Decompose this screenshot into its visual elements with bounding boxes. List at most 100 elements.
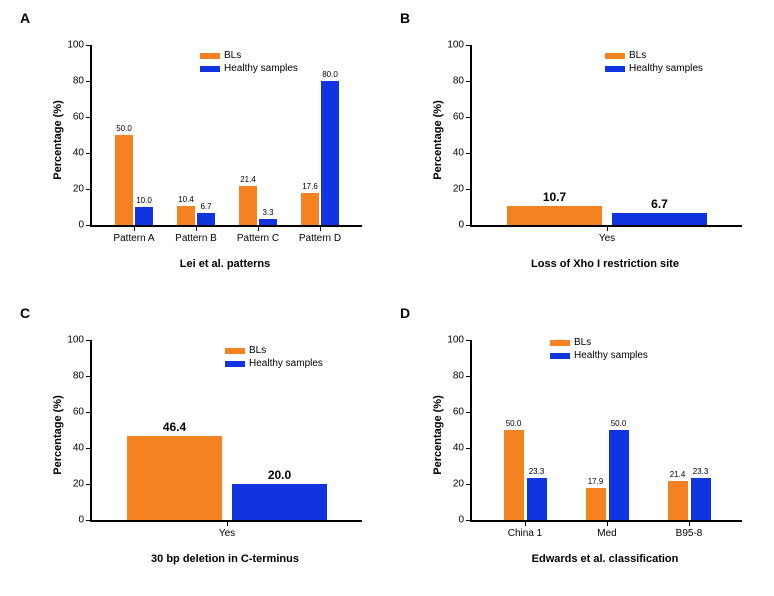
ytick-label: 60 (453, 112, 464, 123)
bar-value-label: 46.4 (163, 420, 186, 434)
ytick (86, 153, 92, 154)
ytick (86, 45, 92, 46)
bar-bls (177, 206, 195, 225)
panel-a: A BLs Healthy samples Percentage (%) 020… (20, 10, 380, 290)
ytick (466, 484, 472, 485)
bar-healthy (691, 478, 711, 520)
bar-bls (668, 481, 688, 520)
ytick (466, 376, 472, 377)
xtick-label: Yes (599, 233, 615, 244)
ytick-label: 60 (453, 407, 464, 418)
bar-value-label: 21.4 (240, 175, 256, 184)
ytick-label: 0 (78, 515, 84, 526)
ytick (466, 117, 472, 118)
bar-healthy (135, 207, 153, 225)
panel-a-chart: 020406080100Pattern A50.010.0Pattern B10… (90, 45, 362, 227)
ytick (466, 225, 472, 226)
ytick-label: 80 (453, 371, 464, 382)
ytick-label: 0 (78, 220, 84, 231)
ytick-label: 0 (458, 220, 464, 231)
panel-d: D BLs Healthy samples Percentage (%) 020… (400, 305, 760, 590)
panel-c-xlabel: 30 bp deletion in C-terminus (151, 553, 299, 565)
bar-healthy (197, 213, 215, 225)
panel-b-xlabel: Loss of Xho I restriction site (531, 258, 679, 270)
bar-healthy (527, 478, 547, 520)
ytick (466, 412, 472, 413)
ytick (466, 340, 472, 341)
ytick (86, 81, 92, 82)
bar-bls (507, 206, 602, 225)
bar-bls (239, 186, 257, 225)
xtick (525, 520, 526, 526)
ytick-label: 80 (453, 76, 464, 87)
ytick (86, 448, 92, 449)
xtick (607, 520, 608, 526)
xtick-label: Pattern A (113, 233, 154, 244)
xtick (196, 225, 197, 231)
xtick-label: Pattern B (175, 233, 217, 244)
bar-value-label: 20.0 (268, 468, 291, 482)
bar-healthy (232, 484, 327, 520)
panel-d-xlabel: Edwards et al. classification (532, 553, 679, 565)
ytick-label: 40 (73, 443, 84, 454)
bar-healthy (612, 213, 707, 225)
ytick (86, 189, 92, 190)
ytick (86, 520, 92, 521)
bar-bls (127, 436, 222, 520)
xtick (134, 225, 135, 231)
ytick (466, 520, 472, 521)
xtick (258, 225, 259, 231)
ytick (466, 45, 472, 46)
panel-d-label: D (400, 305, 410, 321)
panel-d-ylabel: Percentage (%) (432, 395, 444, 474)
panel-b: B BLs Healthy samples Percentage (%) 020… (400, 10, 760, 290)
ytick-label: 80 (73, 76, 84, 87)
bar-bls (586, 488, 606, 520)
xtick-label: Pattern D (299, 233, 341, 244)
bar-healthy (259, 219, 277, 225)
bar-healthy (321, 81, 339, 225)
xtick-label: Pattern C (237, 233, 279, 244)
ytick (86, 484, 92, 485)
ytick (86, 340, 92, 341)
ytick (86, 117, 92, 118)
bar-value-label: 17.6 (302, 182, 318, 191)
panel-d-chart: 020406080100China 150.023.3Med17.950.0B9… (470, 340, 742, 522)
bar-value-label: 50.0 (611, 419, 627, 428)
ytick-label: 20 (453, 479, 464, 490)
bar-value-label: 6.7 (200, 202, 211, 211)
xtick-label: Yes (219, 528, 235, 539)
ytick-label: 40 (73, 148, 84, 159)
bar-bls (301, 193, 319, 225)
ytick-label: 80 (73, 371, 84, 382)
ytick-label: 40 (453, 443, 464, 454)
ytick-label: 100 (67, 335, 84, 346)
xtick-label: China 1 (508, 528, 542, 539)
bar-value-label: 10.4 (178, 195, 194, 204)
panel-c-label: C (20, 305, 30, 321)
ytick-label: 100 (67, 40, 84, 51)
bar-value-label: 80.0 (322, 70, 338, 79)
ytick (466, 81, 472, 82)
ytick-label: 60 (73, 407, 84, 418)
ytick-label: 20 (73, 479, 84, 490)
panel-b-label: B (400, 10, 410, 26)
bar-value-label: 17.9 (588, 477, 604, 486)
bar-value-label: 10.0 (136, 196, 152, 205)
ytick-label: 100 (447, 40, 464, 51)
xtick (227, 520, 228, 526)
ytick (466, 448, 472, 449)
panel-c-chart: 020406080100Yes46.420.0 (90, 340, 362, 522)
ytick (86, 376, 92, 377)
bar-value-label: 23.3 (693, 467, 709, 476)
panel-b-chart: 020406080100Yes10.76.7 (470, 45, 742, 227)
figure-grid: A BLs Healthy samples Percentage (%) 020… (0, 0, 774, 596)
ytick (466, 153, 472, 154)
bar-value-label: 10.7 (543, 190, 566, 204)
panel-a-xlabel: Lei et al. patterns (180, 258, 270, 270)
bar-value-label: 6.7 (651, 197, 668, 211)
panel-c-ylabel: Percentage (%) (52, 395, 64, 474)
xtick (320, 225, 321, 231)
ytick-label: 20 (453, 184, 464, 195)
xtick-label: B95-8 (676, 528, 703, 539)
